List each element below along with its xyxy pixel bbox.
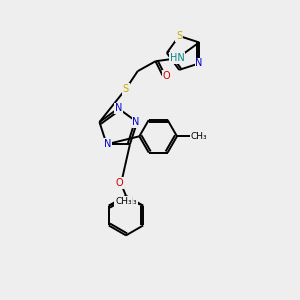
Text: O: O [115, 178, 123, 188]
Text: N: N [115, 103, 122, 113]
Text: O: O [163, 71, 170, 81]
Text: S: S [176, 31, 182, 41]
Text: HN: HN [170, 53, 185, 63]
Text: N: N [195, 58, 203, 68]
Text: CH₃: CH₃ [120, 197, 137, 206]
Text: N: N [104, 139, 111, 149]
Text: S: S [123, 84, 129, 94]
Text: CH₃: CH₃ [190, 132, 207, 141]
Text: CH₃: CH₃ [115, 197, 132, 206]
Text: N: N [133, 117, 140, 127]
